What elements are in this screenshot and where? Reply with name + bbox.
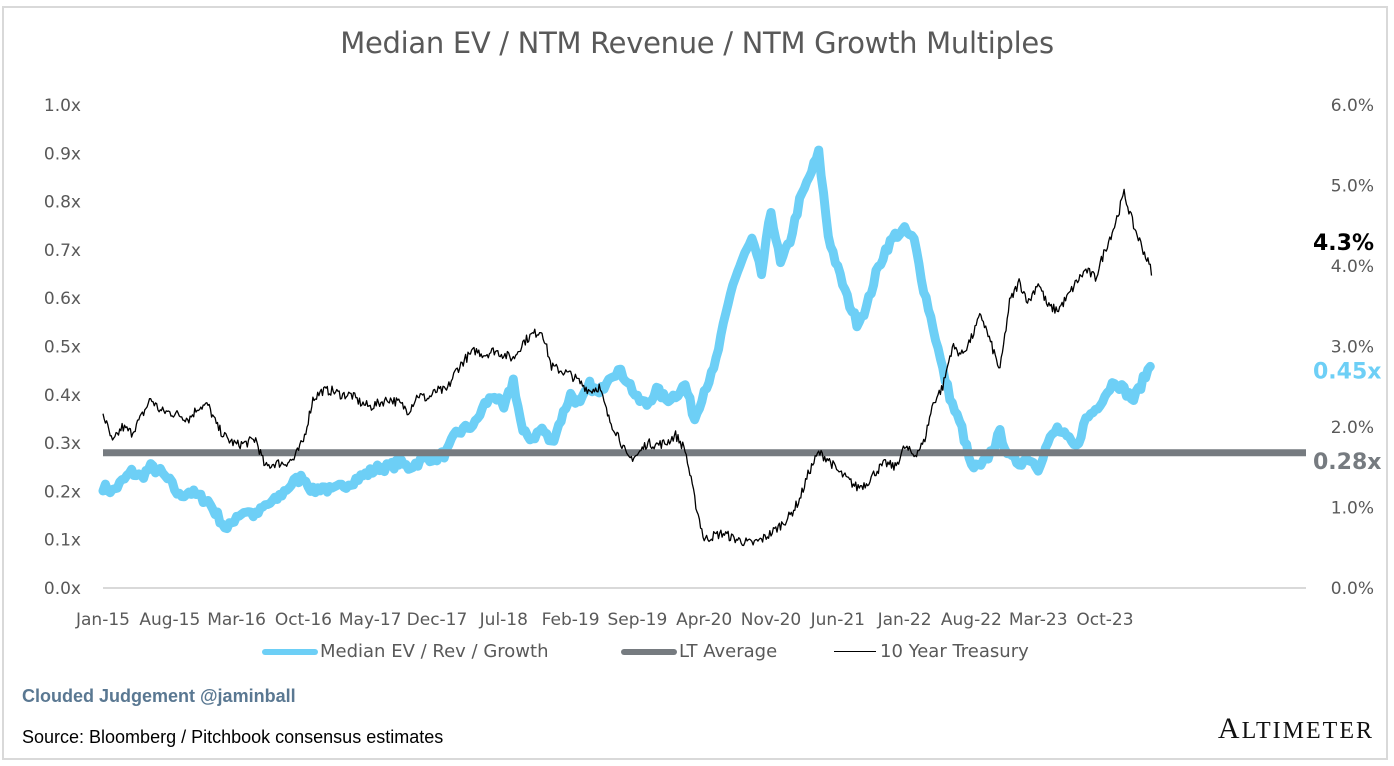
left-axis-tick-label: 0.6x [44, 289, 81, 309]
left-axis-tick-label: 0.8x [44, 193, 81, 213]
end-value-annotations: 4.3% 0.45x 0.28x [1313, 231, 1381, 475]
altimeter-logo: ALTIMETER [1218, 712, 1374, 746]
legend-swatch-10-year-treasury [834, 650, 876, 653]
left-axis-tick-label: 0.2x [44, 482, 81, 502]
chart-frame [2, 6, 1388, 760]
legend-label-10-year-treasury: 10 Year Treasury [880, 641, 1029, 662]
series-median-ev-rev-growth [98, 145, 1155, 534]
x-axis-tick-label: Mar-23 [1009, 610, 1068, 630]
left-axis-ticks: 0.0x 0.1x 0.2x 0.3x 0.4x 0.5x 0.6x 0.7x 0.8x 0.9x… [44, 96, 81, 599]
x-axis-ticks: Jan-15 Aug-15 Mar-16 Oct-16 May-17 Dec-17 Jul-… [75, 610, 1134, 630]
right-axis-tick-label: 3.0% [1331, 338, 1374, 358]
x-axis-tick-label: Oct-16 [275, 610, 332, 630]
right-axis-tick-label: 2.0% [1331, 418, 1374, 438]
left-axis-tick-label: 0.1x [44, 531, 81, 551]
logo-text: ALTIMETER [1217, 712, 1374, 745]
left-axis-tick-label: 0.4x [44, 386, 81, 406]
legend-item-10-year-treasury: 10 Year Treasury [834, 641, 1029, 662]
x-axis-tick-label: Oct-23 [1076, 610, 1133, 630]
brand-label: Clouded Judgement @jaminball [22, 686, 296, 706]
x-axis-tick-label: Feb-19 [542, 610, 600, 630]
legend-item-median-ev: Median EV / Rev / Growth [262, 641, 548, 662]
left-axis-tick-label: 0.9x [44, 144, 81, 164]
x-axis-tick-label: Sep-19 [607, 610, 667, 630]
legend-label-lt-average: LT Average [679, 641, 778, 662]
chart-title: Median EV / NTM Revenue / NTM Growth Mul… [340, 26, 1054, 60]
left-axis-tick-label: 0.7x [44, 241, 81, 261]
x-axis-tick-label: Aug-22 [941, 610, 1002, 630]
left-axis-tick-label: 0.0x [44, 579, 81, 599]
x-axis-tick-label: Aug-15 [139, 610, 200, 630]
right-axis-tick-label: 4.0% [1331, 257, 1374, 277]
legend: Median EV / Rev / Growth LT Average 10 Y… [0, 641, 1394, 667]
left-axis-tick-label: 0.5x [44, 338, 81, 358]
x-axis-tick-label: Nov-20 [741, 610, 802, 630]
right-axis-ticks: 0.0% 1.0% 2.0% 3.0% 4.0% 5.0% 6.0% [1331, 96, 1374, 599]
x-axis-tick-label: Jul-18 [479, 610, 528, 630]
right-axis-tick-label: 5.0% [1331, 177, 1374, 197]
right-axis-tick-label: 6.0% [1331, 96, 1374, 116]
left-axis-tick-label: 1.0x [44, 96, 81, 116]
x-axis-tick-label: Jan-22 [877, 610, 932, 630]
annotation-10-year-treasury: 4.3% [1313, 231, 1374, 256]
left-axis-tick-label: 0.3x [44, 434, 81, 454]
x-axis-tick-label: Jun-21 [810, 610, 865, 630]
x-axis-tick-label: Mar-16 [207, 610, 266, 630]
right-axis-tick-label: 1.0% [1331, 499, 1374, 519]
x-axis-tick-label: Apr-20 [676, 610, 732, 630]
right-axis-tick-label: 0.0% [1331, 579, 1374, 599]
x-axis-tick-label: Jan-15 [75, 610, 130, 630]
x-axis-tick-label: May-17 [339, 610, 402, 630]
legend-item-lt-average: LT Average [621, 641, 777, 662]
series-10-year-treasury [102, 188, 1153, 547]
legend-swatch-lt-average [621, 648, 677, 655]
legend-swatch-median-ev [262, 648, 318, 655]
source-note: Source: Bloomberg / Pitchbook consensus … [22, 727, 444, 747]
annotation-median-ev-rev-growth: 0.45x [1313, 360, 1381, 385]
annotation-lt-average: 0.28x [1313, 450, 1381, 475]
legend-label-median-ev: Median EV / Rev / Growth [320, 641, 549, 662]
x-axis-tick-label: Dec-17 [407, 610, 468, 630]
